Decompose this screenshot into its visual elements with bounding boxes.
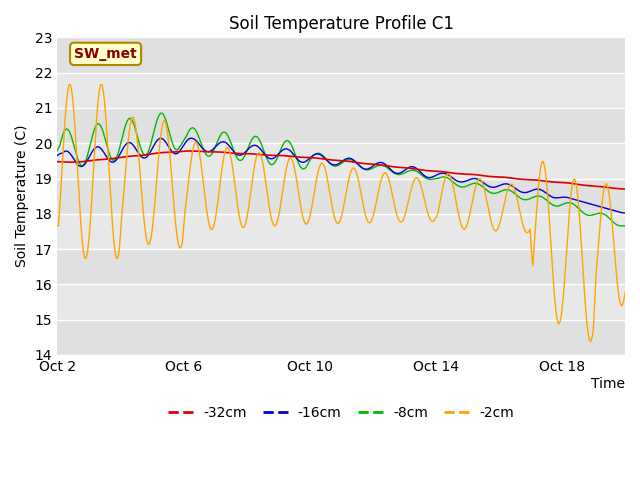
Bar [57, 285, 625, 320]
Text: Time: Time [591, 377, 625, 391]
Title: Soil Temperature Profile C1: Soil Temperature Profile C1 [228, 15, 454, 33]
Bar [57, 214, 625, 249]
Text: SW_met: SW_met [74, 47, 137, 61]
Bar [57, 143, 625, 179]
Bar [57, 37, 625, 72]
Bar [57, 72, 625, 108]
Legend: -32cm, -16cm, -8cm, -2cm: -32cm, -16cm, -8cm, -2cm [163, 400, 520, 425]
Bar [57, 249, 625, 285]
Bar [57, 320, 625, 355]
Bar [57, 179, 625, 214]
Bar [57, 108, 625, 143]
Y-axis label: Soil Temperature (C): Soil Temperature (C) [15, 125, 29, 267]
